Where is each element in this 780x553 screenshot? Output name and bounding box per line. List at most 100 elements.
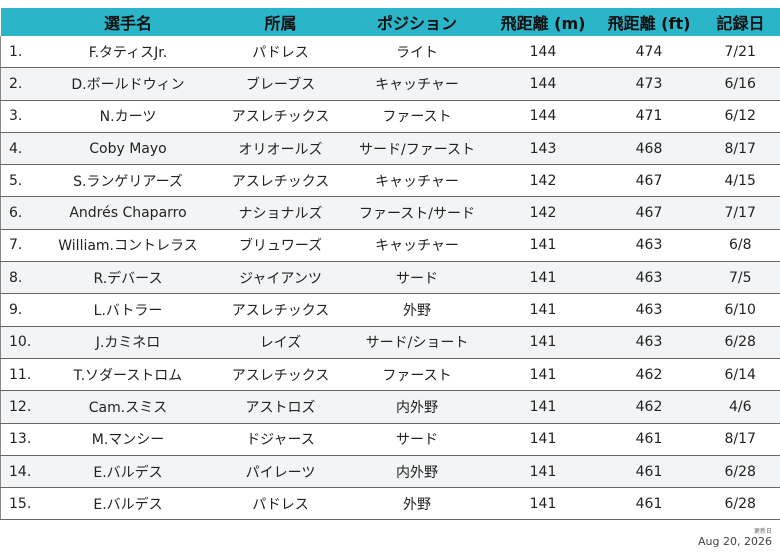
table-cell: アスレチックス	[215, 164, 346, 198]
table-cell: 141	[488, 293, 598, 327]
table-cell: 141	[488, 261, 598, 295]
table-cell: 6/28	[700, 487, 780, 521]
table-cell: 467	[597, 196, 701, 230]
table-row: 3. N.カーツ アスレチックス ファースト 144 471 6/12	[0, 100, 780, 133]
rank-cell: 7.	[0, 229, 41, 263]
table-cell: Coby Mayo	[40, 132, 216, 166]
header-row: 選手名 所属 ポジション 飛距離 (m) 飛距離 (ft) 記録日	[0, 8, 780, 36]
table-cell: ジャイアンツ	[215, 261, 346, 295]
table-cell: 141	[488, 390, 598, 424]
header-cell: ポジション	[345, 8, 489, 36]
table-cell: ブレーブス	[215, 67, 346, 101]
rank-cell: 12.	[0, 390, 41, 424]
rank-cell: 15.	[0, 487, 41, 521]
table-cell: ファースト/サード	[345, 196, 489, 230]
table-row: 11. T.ソダーストロム アスレチックス ファースト 141 462 6/14	[0, 358, 780, 392]
table-cell: L.バトラー	[40, 293, 216, 327]
table-cell: 463	[597, 229, 701, 263]
table-cell: E.バルデス	[40, 455, 216, 489]
table-cell: 6/12	[700, 100, 780, 133]
table-cell: E.バルデス	[40, 487, 216, 521]
rank-cell: 8.	[0, 261, 41, 295]
table-cell: 474	[597, 36, 701, 69]
table-cell: パイレーツ	[215, 455, 346, 489]
table-body: 1. F.タティスJr. パドレス ライト 144 474 7/21 2. D.ボールドウィンブ…	[0, 36, 780, 521]
table-cell: 6/10	[700, 293, 780, 327]
table-row: 5. S.ランゲリアーズ アスレチックス キャッチャー 142 467 4/15	[0, 164, 780, 198]
rank-cell: 6.	[0, 196, 41, 230]
header-cell: 所属	[215, 8, 346, 36]
table-cell: 6/28	[700, 326, 780, 359]
table-cell: 461	[597, 487, 701, 521]
table-cell: 141	[488, 326, 598, 359]
table-cell: 461	[597, 455, 701, 489]
table-cell: R.デバース	[40, 261, 216, 295]
rank-cell: 5.	[0, 164, 41, 198]
table-cell: T.ソダーストロム	[40, 358, 216, 392]
table-row: 7. William.コントレラス ブリュワーズ キャッチャー 141 463 6/8	[0, 229, 780, 263]
table-cell: 6/14	[700, 358, 780, 392]
table-cell: キャッチャー	[345, 67, 489, 101]
rank-cell: 9.	[0, 293, 41, 327]
table-cell: 4/15	[700, 164, 780, 198]
table-cell: 141	[488, 358, 598, 392]
table-cell: 7/17	[700, 196, 780, 230]
table-cell: 6/8	[700, 229, 780, 263]
table-cell: 144	[488, 67, 598, 101]
table-cell: ドジャース	[215, 423, 346, 456]
ranking-table: 選手名 所属 ポジション 飛距離 (m) 飛距離 (ft) 記録日 1. F.タティスJr.…	[0, 8, 780, 521]
table-cell: サード	[345, 423, 489, 456]
table-row: 2. D.ボールドウィン ブレーブス キャッチャー 144 473 6/16	[0, 67, 780, 101]
table-row: 13. M.マンシー ドジャース サード 141 461 8/17	[0, 423, 780, 456]
table-cell: Cam.スミス	[40, 390, 216, 424]
header-cell: 飛距離 (ft)	[597, 8, 701, 36]
table-cell: William.コントレラス	[40, 229, 216, 263]
update-date: Aug 20, 2026	[698, 535, 772, 548]
table-row: 10. J.カミネロ レイズ サード/ショート 141 463 6/28	[0, 326, 780, 359]
table-cell: 462	[597, 358, 701, 392]
table-cell: ブリュワーズ	[215, 229, 346, 263]
table-cell: 468	[597, 132, 701, 166]
table-cell: レイズ	[215, 326, 346, 359]
table-cell: 144	[488, 100, 598, 133]
table-cell: 143	[488, 132, 598, 166]
table-cell: 141	[488, 423, 598, 456]
table-cell: S.ランゲリアーズ	[40, 164, 216, 198]
table-row: 6. Andrés Chaparro ナショナルズ ファースト/サード 142 467 7/…	[0, 196, 780, 230]
table-cell: 4/6	[700, 390, 780, 424]
table-cell: J.カミネロ	[40, 326, 216, 359]
header-cell: 記録日	[700, 8, 780, 36]
table-cell: アスレチックス	[215, 293, 346, 327]
table-row: 4. Coby Mayo オリオールズ サード/ファースト 143 468 8/17	[0, 132, 780, 166]
table-cell: D.ボールドウィン	[40, 67, 216, 101]
rank-cell: 2.	[0, 67, 41, 101]
table-cell: 6/28	[700, 455, 780, 489]
table-cell: ファースト	[345, 100, 489, 133]
table-cell: 471	[597, 100, 701, 133]
table-cell: Andrés Chaparro	[40, 196, 216, 230]
table-cell: ライト	[345, 36, 489, 69]
header-cell	[0, 8, 41, 36]
header-cell: 選手名	[40, 8, 216, 36]
table-cell: 463	[597, 293, 701, 327]
table-cell: 外野	[345, 487, 489, 521]
table-cell: 8/17	[700, 132, 780, 166]
table-row: 1. F.タティスJr. パドレス ライト 144 474 7/21	[0, 36, 780, 69]
table-row: 9. L.バトラー アスレチックス 外野 141 463 6/10	[0, 293, 780, 327]
table-cell: 7/21	[700, 36, 780, 69]
table-cell: サード/ファースト	[345, 132, 489, 166]
rank-cell: 14.	[0, 455, 41, 489]
table-cell: パドレス	[215, 487, 346, 521]
table-cell: アストロズ	[215, 390, 346, 424]
table-cell: 461	[597, 423, 701, 456]
header-cell: 飛距離 (m)	[488, 8, 598, 36]
table-cell: 142	[488, 196, 598, 230]
table-cell: 463	[597, 261, 701, 295]
table-cell: 144	[488, 36, 598, 69]
table-cell: 141	[488, 487, 598, 521]
rank-cell: 4.	[0, 132, 41, 166]
table-cell: 141	[488, 455, 598, 489]
table-cell: 内外野	[345, 390, 489, 424]
table-cell: 467	[597, 164, 701, 198]
